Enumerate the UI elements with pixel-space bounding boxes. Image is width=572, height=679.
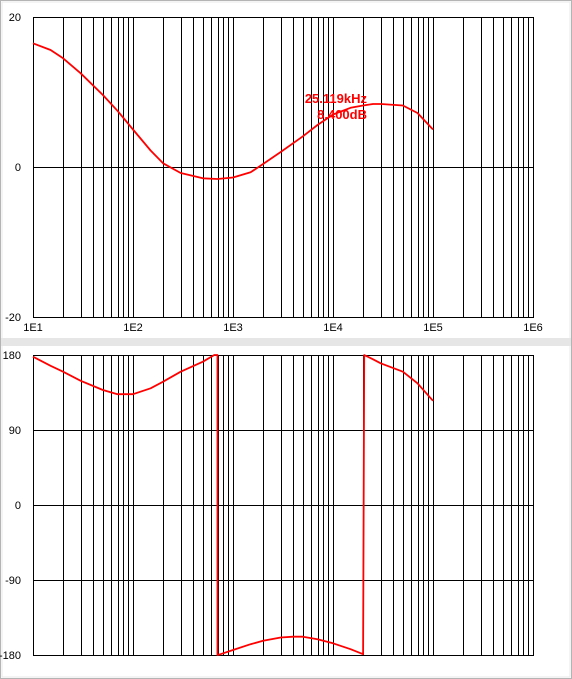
y-tick-label: -20 <box>5 312 21 324</box>
marker-gain-label: 8.400dB <box>317 107 367 122</box>
y-tick-label: 0 <box>15 500 21 512</box>
y-tick-label: 90 <box>9 425 21 437</box>
series-line <box>32 42 434 180</box>
x-tick-label: 1E5 <box>423 322 443 334</box>
x-tick-label: 1E6 <box>523 322 543 334</box>
x-tick-label: 1E4 <box>323 322 343 334</box>
y-tick-label: 20 <box>9 12 21 24</box>
marker-frequency-label: 25.119kHz <box>305 91 368 106</box>
series-line <box>32 354 434 656</box>
y-tick-label: 0 <box>15 162 21 174</box>
plot-border <box>33 355 534 656</box>
x-tick-label: 1E2 <box>123 322 143 334</box>
x-tick-label: 1E1 <box>23 322 43 334</box>
panel-separator <box>1 338 571 346</box>
phase-panel: 180 90 0 -90 -180 <box>0 350 534 662</box>
y-tick-label: 180 <box>3 350 21 362</box>
y-tick-label: -180 <box>0 650 21 662</box>
y-tick-label: -90 <box>5 575 21 587</box>
x-tick-label: 1E3 <box>223 322 243 334</box>
plot-border <box>33 17 534 318</box>
